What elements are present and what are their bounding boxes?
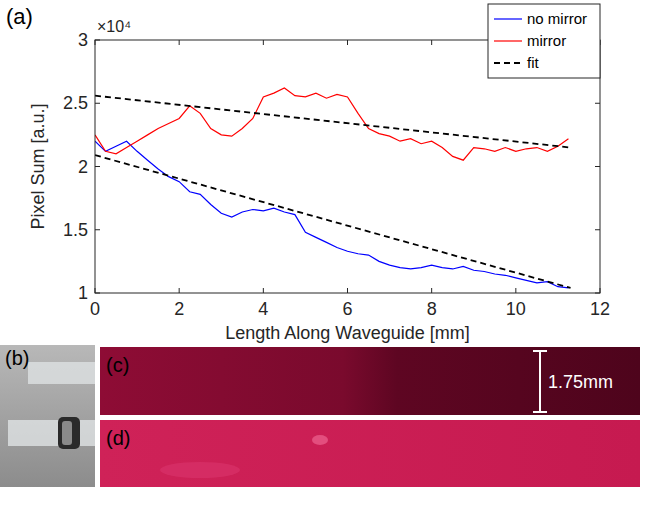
x-tick [347,288,348,293]
photo-spot [160,462,240,478]
panel-label: (b) [5,347,29,369]
figure: 0 2 4 6 8 10 12 1 1.5 2 2.5 3 Length Along Waveguide… [0,0,647,513]
y-tick [95,166,100,167]
legend-label: fit [527,54,540,71]
scale-bar-cap [533,411,547,413]
series-line [95,141,568,288]
x-tick-top [347,40,348,45]
y-tick-label: 1.5 [63,220,88,240]
legend-swatch [494,62,522,64]
x-tick-top [179,40,180,45]
x-tick [179,288,180,293]
x-tick [431,288,432,293]
scale-bar [539,351,541,412]
series-line [95,96,571,288]
y-tick-label: 1 [78,283,88,303]
y-tick-right [595,103,600,104]
y-axis-title: Pixel Sum [a.u.] [28,103,48,229]
axis-multiplier: ×10⁴ [97,18,131,35]
y-tick-right [595,229,600,230]
x-tick-label: 2 [174,299,184,319]
panel-label: (a) [6,4,33,29]
rod [8,420,95,446]
legend-swatch [494,40,522,41]
x-tick-label: 4 [258,299,268,319]
x-axis-title: Length Along Waveguide [mm] [225,323,469,343]
series-line [95,88,568,160]
legend-box [488,4,600,78]
x-tick-label: 6 [342,299,352,319]
y-tick-label: 2.5 [63,93,88,113]
x-tick [515,288,516,293]
photo-d [100,420,640,487]
legend-label: mirror [527,32,566,49]
scale-bar-label: 1.75mm [548,372,613,392]
panel-label: (d) [106,427,130,449]
scale-bar-cap [533,350,547,352]
magnet [58,417,80,449]
photo-c [100,347,640,415]
x-tick-label: 0 [90,299,100,319]
data-group [95,88,571,288]
legend: no mirror mirror fit [488,4,600,78]
photo-b [0,345,95,487]
x-tick [263,288,264,293]
x-tick-top [263,40,264,45]
legend-label: no mirror [527,10,587,27]
y-tick-label: 3 [78,30,88,50]
y-tick-right [595,166,600,167]
y-tick [95,229,100,230]
magnet-highlight [62,421,72,445]
panel-label: (c) [106,354,129,376]
y-tick-label: 2 [78,157,88,177]
x-tick-label: 12 [590,299,610,319]
legend-swatch [494,18,522,19]
rod [28,362,95,384]
x-tick-label: 8 [427,299,437,319]
x-tick-label: 10 [506,299,526,319]
photo-spot [312,435,328,445]
y-tick [95,103,100,104]
x-tick-top [431,40,432,45]
